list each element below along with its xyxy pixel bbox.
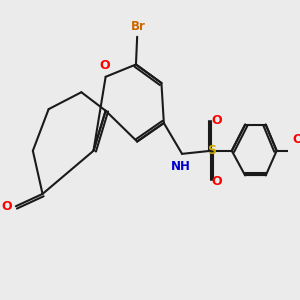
Text: O: O [1,200,12,213]
Text: O: O [99,59,110,72]
Text: Br: Br [131,20,146,33]
Text: O: O [211,175,222,188]
Text: O: O [292,133,300,146]
Text: S: S [207,144,216,157]
Text: NH: NH [171,160,190,173]
Text: O: O [211,114,222,127]
